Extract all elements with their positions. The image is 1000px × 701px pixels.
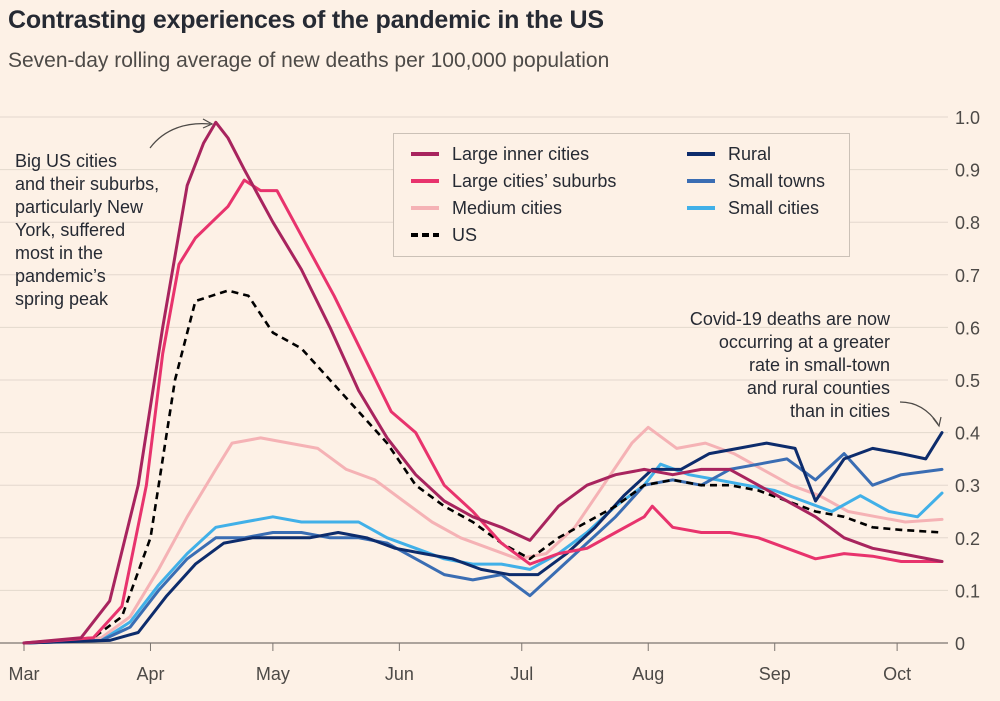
x-tick-label: Jun (385, 664, 414, 684)
legend-label: Rural (728, 143, 772, 164)
annotation-spring-peak: Big US cities and their suburbs, particu… (15, 150, 159, 311)
legend-label: Medium cities (452, 197, 563, 218)
legend-item: Small cities (686, 196, 819, 220)
y-tick-label: 0.4 (955, 424, 980, 444)
chart-title: Contrasting experiences of the pandemic … (8, 6, 604, 34)
annotation-line: Covid-19 deaths are now (689, 309, 890, 329)
legend-swatch (411, 233, 439, 237)
y-tick-label: 0.5 (955, 371, 980, 391)
series-line-large-inner-cities (22, 120, 944, 645)
x-tick-label: May (256, 664, 290, 684)
legend-swatch (687, 179, 715, 183)
legend-label: Small towns (728, 170, 826, 191)
y-tick-label: 0.8 (955, 213, 980, 233)
arrow-head (932, 416, 942, 428)
annotation-line: particularly New (15, 197, 144, 217)
legend-swatch (411, 179, 439, 183)
annotation-line: occurring at a greater (718, 332, 890, 352)
y-tick-label: 0.2 (955, 529, 980, 549)
chart-legend: Large inner cities Rural Large cities’ sub… (393, 133, 850, 257)
annotation-line: York, suffered (15, 220, 126, 240)
arrow-spring-peak (149, 123, 211, 149)
y-tick-label: 0 (955, 634, 965, 654)
legend-item: Rural (686, 142, 771, 166)
legend-swatch (411, 206, 439, 210)
x-tick-label: Jul (510, 664, 533, 684)
series-line-small-cities (22, 462, 944, 645)
annotation-line: pandemic’s (15, 266, 106, 286)
legend-item: Medium cities (410, 196, 562, 220)
series-line-rural (22, 431, 944, 645)
chart-subtitle: Seven-day rolling average of new deaths … (8, 49, 610, 72)
legend-swatch (687, 152, 715, 156)
annotation-small-town-rural: Covid-19 deaths are now occurring at a g… (690, 308, 890, 423)
legend-swatch (687, 206, 715, 210)
annotation-line: spring peak (15, 289, 109, 309)
y-tick-label: 0.6 (955, 318, 980, 338)
legend-item: Large cities’ suburbs (410, 169, 616, 193)
legend-label: US (452, 224, 478, 245)
arrow-small-town-rural (899, 401, 939, 425)
x-tick-label: Aug (632, 664, 664, 684)
x-tick-label: Apr (136, 664, 164, 684)
legend-label: Small cities (728, 197, 820, 218)
y-tick-label: 0.9 (955, 161, 980, 181)
series-line-large-cities-suburbs (22, 178, 944, 645)
series-line-medium-cities (22, 425, 944, 645)
y-tick-label: 0.7 (955, 266, 980, 286)
legend-label: Large inner cities (452, 143, 590, 164)
x-tick-label: Oct (883, 664, 911, 684)
y-tick-label: 0.1 (955, 581, 980, 601)
x-axis: Mar Apr May Jun Jul Aug Sep Oct (9, 643, 911, 684)
x-tick-label: Mar (9, 664, 40, 684)
y-axis-labels: 0 0.1 0.2 0.3 0.4 0.5 0.6 0.7 0.8 0.9 1.0 (955, 108, 980, 654)
annotation-line: Big US cities (15, 151, 118, 171)
series-line-small-towns (22, 452, 944, 645)
series-lines (22, 120, 944, 645)
legend-item: US (410, 223, 477, 247)
legend-item: Large inner cities (410, 142, 589, 166)
legend-label: Large cities’ suburbs (452, 170, 617, 191)
series-line-us (23, 289, 943, 645)
y-tick-label: 1.0 (955, 108, 980, 128)
annotation-line: most in the (15, 243, 104, 263)
annotation-line: and rural counties (746, 378, 890, 398)
annotation-line: than in cities (789, 401, 890, 421)
y-tick-label: 0.3 (955, 476, 980, 496)
legend-item: Small towns (686, 169, 825, 193)
annotation-arrows (149, 118, 942, 428)
legend-swatch (411, 152, 439, 156)
annotation-line: and their suburbs, (15, 174, 160, 194)
arrow-head (202, 118, 214, 129)
annotation-line: rate in small-town (748, 355, 890, 375)
x-tick-label: Sep (759, 664, 791, 684)
